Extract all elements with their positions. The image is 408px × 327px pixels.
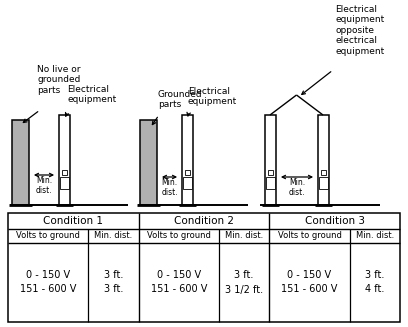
Text: No live or
grounded
parts: No live or grounded parts [37,65,80,95]
Bar [59,115,70,205]
Bar [140,120,157,205]
Bar [265,115,276,205]
Text: Min.
dist.: Min. dist. [161,178,178,198]
Bar [185,170,190,175]
Text: 3 ft.: 3 ft. [104,270,123,281]
Bar [318,115,329,205]
Bar [183,177,192,189]
Bar [266,177,275,189]
Bar [8,213,400,322]
Bar [62,170,67,175]
Text: Volts to ground: Volts to ground [277,232,341,240]
Text: Min. dist.: Min. dist. [225,232,263,240]
Bar [319,177,328,189]
Text: 151 - 600 V: 151 - 600 V [282,284,338,295]
Bar [12,120,29,205]
Text: Electrical
equipment
opposite
electrical
equipment: Electrical equipment opposite electrical… [335,5,384,56]
Text: Volts to ground: Volts to ground [16,232,80,240]
Text: Min. dist.: Min. dist. [94,232,133,240]
Bar [60,177,69,189]
Text: 4 ft.: 4 ft. [365,284,384,295]
Text: 0 - 150 V: 0 - 150 V [157,270,201,281]
Text: Condition 1: Condition 1 [43,216,103,226]
Text: Min. dist.: Min. dist. [356,232,394,240]
Text: Electrical
equipment: Electrical equipment [188,87,237,106]
Text: 0 - 150 V: 0 - 150 V [288,270,332,281]
Text: 3 ft.: 3 ft. [365,270,384,281]
Bar [182,115,193,205]
Text: 3 ft.: 3 ft. [104,284,123,295]
Text: Condition 3: Condition 3 [305,216,365,226]
Text: Grounded
parts: Grounded parts [158,90,203,110]
Text: Condition 2: Condition 2 [174,216,234,226]
Text: Min.
dist.: Min. dist. [35,176,52,196]
Text: Min.
dist.: Min. dist. [289,178,305,198]
Text: Electrical
equipment: Electrical equipment [67,85,116,104]
Text: 0 - 150 V: 0 - 150 V [26,270,70,281]
Text: 151 - 600 V: 151 - 600 V [20,284,76,295]
Text: 3 1/2 ft.: 3 1/2 ft. [225,284,263,295]
Text: Volts to ground: Volts to ground [147,232,211,240]
Text: 151 - 600 V: 151 - 600 V [151,284,207,295]
Bar [321,170,326,175]
Text: 3 ft.: 3 ft. [235,270,254,281]
Bar [268,170,273,175]
